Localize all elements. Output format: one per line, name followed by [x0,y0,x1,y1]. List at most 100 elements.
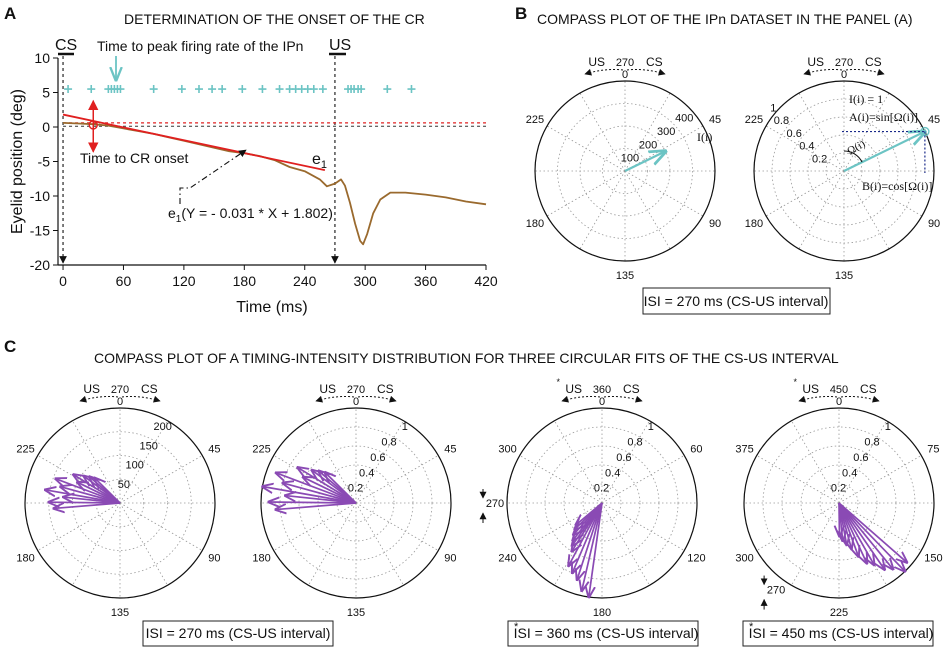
vector-arrow [276,473,357,504]
grid-spoke [756,455,840,504]
peak-annotation: Time to peak firing rate of the IPn [97,38,303,54]
compass-c-3: 0.2 0.4 0.6 0.8 1 60 120 180 240 300 0 US * 360 CS 270 [479,377,706,619]
angle-label: 45 [444,444,456,456]
grid-spoke [579,170,626,250]
panel-c: C COMPASS PLOT OF A TIMING-INTENSITY DIS… [4,337,943,647]
grid-spoke [843,170,923,217]
x-tick-label: 300 [353,273,377,289]
radial-tick-label: 0.4 [605,467,620,479]
compass-c-4: 0.2 0.4 0.6 0.8 1 75 150 225 300 375 0 US * 450 CS 270 [735,377,942,619]
radial-tick-label: 150 [140,440,158,452]
isi-top-label: 270 [616,57,634,69]
regression-line [62,113,326,172]
radial-tick-label: 1 [770,102,776,114]
isi-star-c3: * [749,621,754,633]
radial-tick-label: 0.4 [359,467,374,479]
isi-text-c1: ISI = 270 ms (CS-US interval) [146,625,331,641]
ipn-spike [64,85,73,94]
grid-ring [819,483,859,523]
vector-arrow [283,483,357,504]
isi-text-c2: ISI = 360 ms (CS-US interval) [514,625,699,641]
grid-spoke [519,455,603,504]
radial-tick-label: 0.6 [370,452,385,464]
angle-label: 375 [735,444,753,456]
vector-arrow [838,502,885,570]
grid-ring [789,116,899,226]
annot-b-cos: B(i)=cos[Ω(i)] [862,179,932,193]
y-tick-label: 5 [42,85,50,101]
panel-label-c: C [4,337,16,356]
cs-arc-arrow [626,68,666,76]
grid-spoke [798,170,845,250]
angle-label: 60 [690,444,702,456]
vector-arrow [576,502,603,525]
angle-label: 225 [526,114,544,126]
cs-top-label: CS [377,382,394,396]
x-tick-label: 60 [116,273,132,289]
vector-label-i: I(i) [697,130,712,144]
vector-arrow [54,503,121,508]
ipn-spike [149,85,158,94]
isi-box-c1 [142,620,334,647]
vector-arrow [60,487,121,504]
angle-label: 90 [709,218,721,230]
angle-label-zero: 0 [599,396,605,408]
cs-arc-arrow [603,395,643,403]
grid-ring [563,464,641,542]
y-axis-title: Eyelid position (deg) [9,89,26,234]
compass-outer-ring [24,407,216,599]
grid-spoke [624,170,704,217]
grid-spoke [355,502,404,586]
angle-label: 45 [208,444,220,456]
angle-label: 135 [616,270,634,282]
compass-c-2: 0.2 0.4 0.6 0.8 1 45 90 135 180 225 0 US 270 CS [252,382,456,619]
onset-annotation: Time to CR onset [80,150,189,166]
cs-arc-arrow [840,395,880,403]
grid-spoke [624,125,704,172]
radial-tick-label: 400 [675,113,693,125]
y-tick-label: -15 [30,223,50,239]
omega-arc [843,150,863,163]
us-arc-arrow [803,68,843,76]
isi-star-c2: * [514,621,519,633]
y-tick-label: 0 [42,119,50,135]
cs-top-label: CS [141,382,158,396]
compass-outer-ring [753,80,935,262]
vector-arrow [838,502,907,562]
cs-arc-arrow [845,68,885,76]
isi-270-label: 270 [486,498,504,510]
grid-ring [800,464,878,542]
x-tick-label: 360 [414,273,438,289]
cs-top-label: CS [865,55,882,69]
grid-ring [582,483,622,523]
us-top-label: US [588,55,605,69]
compass-outer-ring [534,80,716,262]
compass-outer-ring [506,407,698,599]
grid-spoke [838,502,922,551]
vector-arrow [95,478,121,504]
us-arc-arrow [584,68,624,76]
x-tick-label: 420 [474,273,498,289]
radial-tick-label: 0.6 [616,452,631,464]
us-top-label: US [83,382,100,396]
vector-arrow [269,502,357,503]
compass-b-right: 0.20.40.60.81 45 90 135 180 225 0 US 270 CS [745,55,940,282]
us-top-label: US [319,382,336,396]
panel-a-title: DETERMINATION OF THE ONSET OF THE CR [124,11,425,27]
ipn-spike [177,85,186,94]
radial-tick-label: 0.8 [774,115,789,127]
y-tick-label: -10 [30,188,50,204]
grid-ring [336,483,376,523]
angle-label-zero: 0 [622,69,628,81]
vector-arrow [49,502,121,503]
panel-b: B COMPASS PLOT OF THE IPn DATASET IN THE… [515,4,940,315]
vector-arrow [276,502,357,510]
us-star-label: * [556,377,560,387]
vector-arrow [838,502,867,563]
compass-c-1: 50 100 150 200 45 90 135 180 225 0 US 270 CS [16,382,220,619]
grid-spoke [273,502,357,551]
grid-spoke [791,502,840,586]
vector-arrow [303,477,357,504]
x-tick-label: 240 [293,273,317,289]
